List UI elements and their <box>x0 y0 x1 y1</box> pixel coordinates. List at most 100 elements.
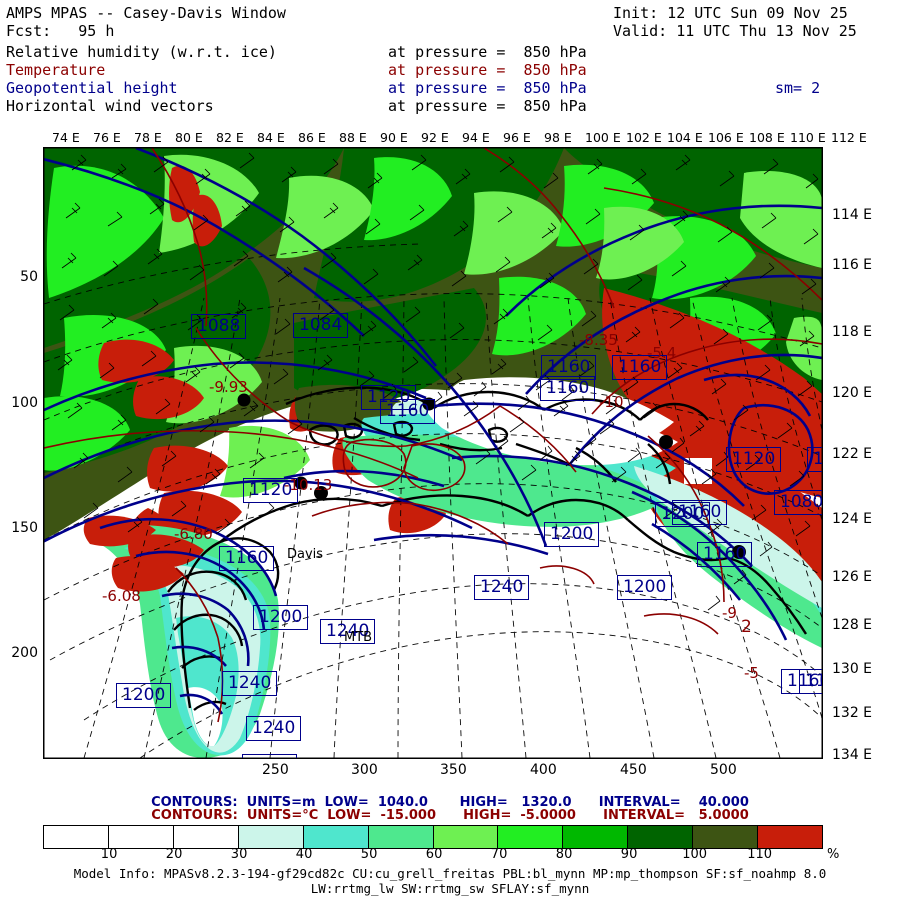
height-contour-label: 1084 <box>293 313 349 338</box>
bottom-axis-label: 450 <box>620 762 647 778</box>
temperature-contour-label: -5 <box>744 664 759 682</box>
top-axis-label: 110 E <box>790 130 826 145</box>
colorbar-tick: 90 <box>620 847 638 862</box>
temperature-contour-label: -6.80 <box>174 525 213 543</box>
relative-humidity-colorbar <box>43 825 823 849</box>
right-axis-label: 116 E <box>832 257 873 273</box>
left-axis-labels: 50 100 150 200 <box>0 147 38 759</box>
colorbar-tick: 60 <box>425 847 443 862</box>
top-axis-label: 84 E <box>257 130 285 145</box>
colorbar-segment <box>238 826 304 848</box>
contour-info-block: CONTOURS: UNITS=m LOW= 1040.0 HIGH= 1320… <box>0 796 900 822</box>
top-axis-label: 90 E <box>380 130 408 145</box>
height-contour-label: 1200 <box>655 502 711 527</box>
colorbar-tick: 20 <box>165 847 183 862</box>
field-1-name: Temperature <box>6 61 106 79</box>
height-contour-label: 1160 <box>612 355 668 380</box>
temp-contour-info: CONTOURS: UNITS=°C LOW= -15.000 HIGH= -5… <box>151 808 749 823</box>
height-contour-label: 1160 <box>541 355 597 380</box>
top-axis-label: 74 E <box>52 130 80 145</box>
colorbar-segment <box>108 826 174 848</box>
top-axis-label: 104 E <box>667 130 703 145</box>
height-contour-label: 1160 <box>697 542 753 567</box>
height-contour-label: 1088 <box>191 314 247 339</box>
top-axis-label: 98 E <box>544 130 572 145</box>
header-valid: Valid: 11 UTC Thu 13 Nov 25 <box>613 22 857 40</box>
top-axis-label: 86 E <box>298 130 326 145</box>
colorbar-segment <box>44 826 109 848</box>
top-axis-label: 76 E <box>93 130 121 145</box>
temperature-contour-label: -8.35 <box>579 331 618 349</box>
header-title: AMPS MPAS -- Casey-Davis Window <box>6 4 286 22</box>
field-1-level: at pressure = 850 hPa <box>388 61 587 79</box>
field-3-level: at pressure = 850 hPa <box>388 97 587 115</box>
top-axis-label: 96 E <box>503 130 531 145</box>
height-contour-label: 1200 <box>617 575 673 600</box>
height-contour-label: 1240 <box>222 671 278 696</box>
colorbar-tick: 50 <box>360 847 378 862</box>
colorbar-segment <box>303 826 369 848</box>
map-plot-area: 1088 1084 1120 1160 1160 1160 1120 1160 1160 1120… <box>43 147 823 759</box>
height-contour-label: 1200 <box>253 605 309 630</box>
height-contour-label: 1160 <box>672 500 728 525</box>
colorbar-segment <box>758 826 823 848</box>
bottom-axis-label: 350 <box>440 762 467 778</box>
top-axis-labels: 74 E 76 E 78 E 80 E 82 E 84 E 86 E 88 E 90 E 92 E… <box>0 130 900 146</box>
chart-header: AMPS MPAS -- Casey-Davis Window Fcst: 95… <box>0 0 900 126</box>
height-contour-label: 1160 <box>781 669 822 694</box>
bottom-axis-label: 500 <box>710 762 737 778</box>
height-contour-label: 1240 <box>474 575 530 600</box>
top-axis-label: 80 E <box>175 130 203 145</box>
colorbar-tick-labels: 10 20 30 40 50 60 70 80 90 100 110% <box>0 847 900 863</box>
height-contour-label: 1160 <box>219 546 275 571</box>
top-axis-label: 106 E <box>708 130 744 145</box>
temperature-contour-label: -5.4 <box>647 344 677 362</box>
right-axis-label: 120 E <box>832 385 873 401</box>
colorbar-tick: 110 <box>747 847 773 862</box>
model-info-block: Model Info: MPASv8.2.3-194-gf29cd82c CU:… <box>0 866 900 896</box>
temperature-contour-label: -9 <box>722 604 737 622</box>
field-2-name: Geopotential height <box>6 79 178 97</box>
field-0-name: Relative humidity (w.r.t. ice) <box>6 43 277 61</box>
right-axis-labels: 114 E 116 E 118 E 120 E 122 E 124 E 126 E 128 E… <box>832 147 900 763</box>
colorbar-segment <box>173 826 239 848</box>
colorbar-segment <box>693 826 759 848</box>
right-axis-label: 134 E <box>832 747 873 763</box>
top-axis-label: 100 E <box>585 130 621 145</box>
colorbar-tick: 70 <box>490 847 508 862</box>
temperature-contour-label: -6.08 <box>102 587 141 605</box>
station-label: 2 <box>741 617 752 637</box>
height-contour-label: 1120 <box>726 447 782 472</box>
top-axis-label: 94 E <box>462 130 490 145</box>
left-axis-label: 200 <box>11 645 38 661</box>
colorbar-segment <box>368 826 434 848</box>
top-axis-label: 112 E <box>831 130 867 145</box>
station-label: Davis <box>287 547 324 562</box>
map-svg <box>44 148 822 758</box>
top-axis-label: 108 E <box>749 130 785 145</box>
height-contour-info: CONTOURS: UNITS=m LOW= 1040.0 HIGH= 1320… <box>151 795 749 810</box>
left-axis-label: 150 <box>11 520 38 536</box>
colorbar-tick: 40 <box>295 847 313 862</box>
right-axis-label: 132 E <box>832 705 873 721</box>
colorbar-unit-label: % <box>827 847 840 862</box>
height-contour-label: 1120 <box>243 478 299 503</box>
height-contour-label: 1160 <box>380 399 436 424</box>
colorbar-segment <box>563 826 629 848</box>
right-axis-label: 126 E <box>832 569 873 585</box>
top-axis-label: 102 E <box>626 130 662 145</box>
header-fcst: Fcst: 95 h <box>6 22 115 40</box>
bottom-axis-label: 400 <box>530 762 557 778</box>
temperature-contour-label: -10 <box>599 393 624 411</box>
height-contour-label: 1280 <box>242 754 298 758</box>
bottom-axis-labels: 250 300 350 400 450 500 <box>0 762 900 780</box>
right-axis-label: 122 E <box>832 446 873 462</box>
height-contour-label: 1080 <box>774 490 822 515</box>
right-axis-label: 130 E <box>832 661 873 677</box>
field-3-name: Horizontal wind vectors <box>6 97 214 115</box>
colorbar-segment <box>433 826 499 848</box>
field-0-level: at pressure = 850 hPa <box>388 43 587 61</box>
colorbar-tick: 10 <box>100 847 118 862</box>
bottom-axis-label: 250 <box>262 762 289 778</box>
